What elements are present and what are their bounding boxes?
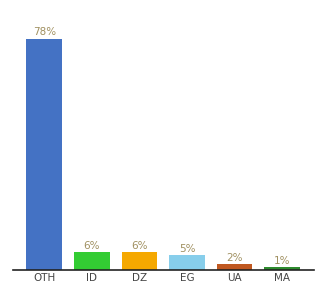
Text: 78%: 78% [33, 27, 56, 37]
Text: 2%: 2% [226, 253, 243, 262]
Bar [264, 267, 300, 270]
Bar [122, 252, 157, 270]
Text: 5%: 5% [179, 244, 195, 254]
Text: 6%: 6% [84, 241, 100, 251]
Bar [169, 255, 205, 270]
Bar [27, 39, 62, 270]
Bar [217, 264, 252, 270]
Text: 1%: 1% [274, 256, 290, 266]
Text: 6%: 6% [131, 241, 148, 251]
Bar [74, 252, 110, 270]
